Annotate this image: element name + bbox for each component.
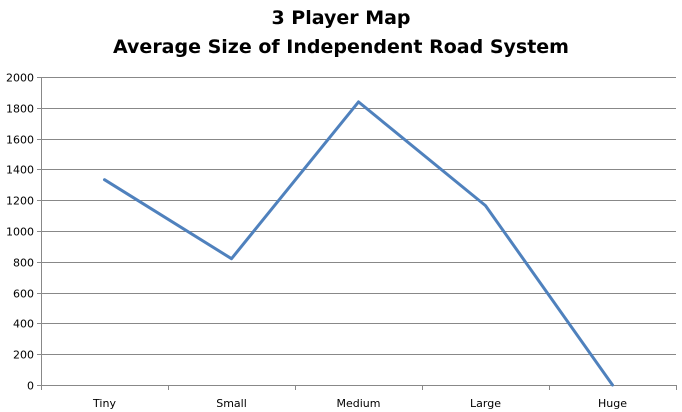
x-tick-label: Tiny: [92, 397, 116, 410]
y-tick-label: 800: [13, 257, 34, 270]
x-tick-label: Huge: [598, 397, 627, 410]
x-tick-labels: Tiny Small Medium Large Huge: [92, 397, 627, 410]
y-tick-label: 400: [13, 318, 34, 331]
y-tick-labels: 0 200 400 600 800 1000 1200 1400 1600 1800 2000: [6, 72, 34, 393]
x-tick-label: Small: [216, 397, 247, 410]
y-tick-label: 2000: [6, 72, 34, 85]
x-tick-label: Large: [470, 397, 501, 410]
chart-title-line-1: 3 Player Map: [271, 7, 411, 29]
axes: [37, 77, 677, 390]
y-tick-label: 1800: [6, 103, 34, 116]
y-tick-label: 1400: [6, 164, 34, 177]
y-tick-label: 1200: [6, 195, 34, 208]
y-tick-label: 1600: [6, 134, 34, 147]
gridlines: [41, 77, 676, 355]
y-tick-label: 600: [13, 288, 34, 301]
y-tick-label: 0: [27, 380, 34, 393]
chart-title-line-2: Average Size of Independent Road System: [113, 36, 569, 58]
data-series: [103, 100, 614, 387]
y-tick-label: 1000: [6, 226, 34, 239]
y-tick-label: 200: [13, 349, 34, 362]
series-line: [103, 100, 614, 387]
x-tick-label: Medium: [337, 397, 381, 410]
